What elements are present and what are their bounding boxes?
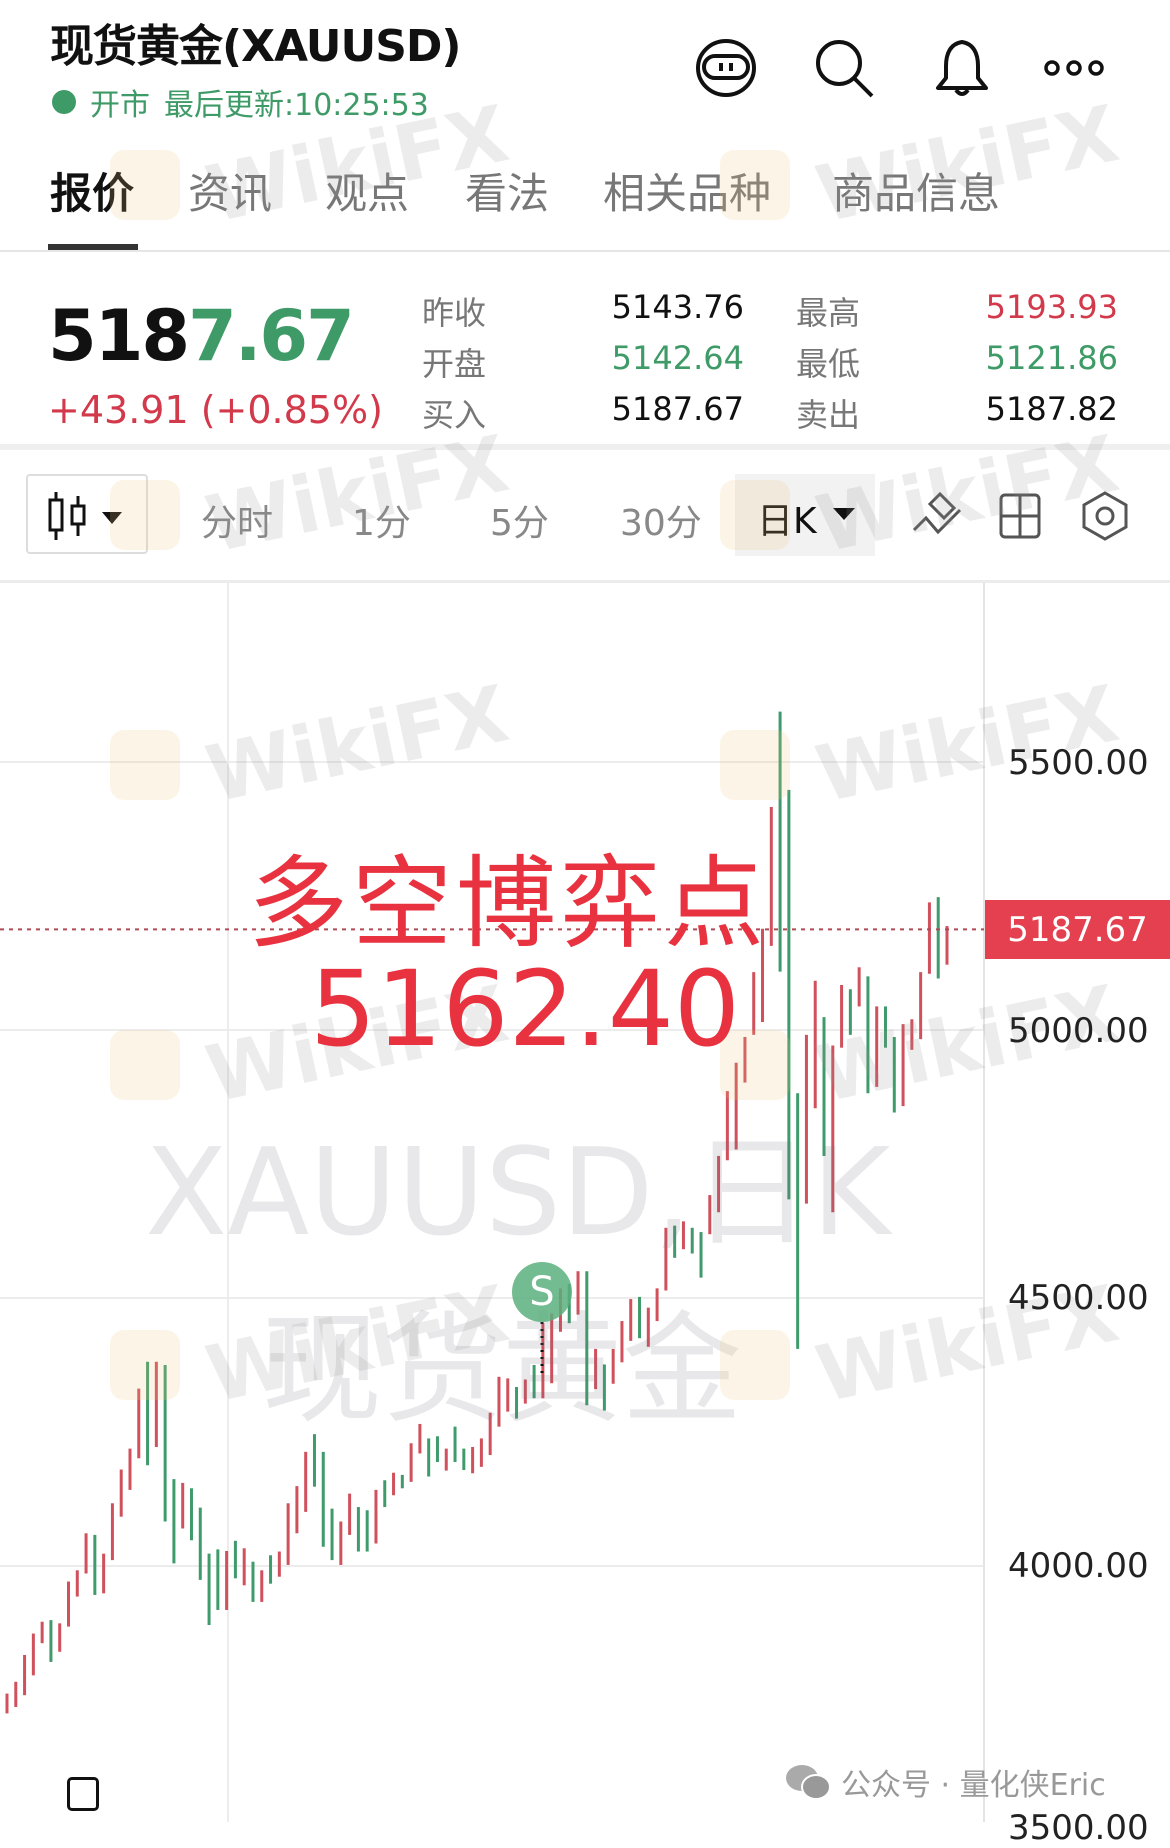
kline-canvas[interactable] (0, 583, 1170, 1822)
price-change: +43.91 (+0.85%) (48, 388, 383, 432)
stat-label: 卖出 (796, 396, 861, 434)
last-price: 5187.67 (48, 295, 355, 377)
bell-icon[interactable] (930, 36, 994, 100)
last-price-tail: 7.67 (188, 295, 355, 377)
stat-value: 5121.86 (985, 339, 1118, 377)
tab-news[interactable]: 资讯 (188, 169, 273, 218)
tab-product-info[interactable]: 商品信息 (832, 169, 1001, 218)
period-30min[interactable]: 30分 (620, 503, 702, 544)
stat-value: 5142.64 (611, 339, 744, 377)
candlestick-icon (48, 492, 122, 540)
chart-type-select[interactable] (26, 474, 148, 554)
robot-assistant-icon[interactable] (694, 36, 758, 100)
stat-value: 5187.82 (985, 390, 1118, 428)
last-update-text: 最后更新:10:25:53 (164, 88, 429, 123)
divider (0, 250, 1170, 252)
name-watermark: 现货黄金 (262, 1301, 742, 1440)
stat-value: 5187.67 (611, 390, 744, 428)
wikifx-logo-watermark (720, 150, 790, 220)
more-icon[interactable] (1042, 36, 1106, 100)
wechat-icon (786, 1765, 831, 1800)
tab-opinions[interactable]: 观点 (325, 169, 410, 218)
current-price-tag: 5187.67 (985, 900, 1170, 959)
y-axis-label: 5000.00 (1008, 1011, 1149, 1051)
period-daily-selected[interactable]: 日K (735, 474, 875, 556)
source-watermark-text: 公众号 · 量化侠Eric (841, 1768, 1106, 1803)
period-5min[interactable]: 5分 (490, 503, 549, 544)
period-intraday[interactable]: 分时 (201, 503, 274, 544)
y-axis-label: 3500.00 (1008, 1808, 1149, 1848)
stat-value: 5143.76 (611, 288, 744, 326)
draw-tool-icon[interactable] (910, 490, 964, 544)
instrument-title: 现货黄金(XAUUSD) (50, 21, 462, 72)
last-price-main: 518 (48, 295, 190, 377)
status-dot-icon (52, 90, 76, 114)
wikifx-logo-watermark (720, 1330, 790, 1400)
chevron-down-icon (102, 512, 122, 524)
stat-label: 开盘 (422, 345, 487, 383)
tab-quote[interactable]: 报价 (50, 169, 135, 218)
settings-hex-icon[interactable] (1080, 490, 1130, 542)
source-watermark: 公众号 · 量化侠Eric (785, 1760, 1106, 1804)
active-tab-indicator (48, 244, 138, 250)
wikifx-watermark: WikiFX (198, 419, 516, 571)
wikifx-logo-watermark (110, 1030, 180, 1100)
stat-label: 最高 (796, 294, 861, 332)
kline-chart[interactable] (0, 583, 1170, 1822)
chevron-down-icon (833, 508, 855, 520)
wikifx-logo-watermark (110, 480, 180, 550)
stat-label: 昨收 (422, 294, 487, 332)
wikifx-logo-watermark (720, 480, 790, 550)
signal-marker[interactable]: S (512, 1262, 572, 1322)
wikifx-logo-watermark (720, 730, 790, 800)
stat-value: 5193.93 (985, 288, 1118, 326)
divider (0, 580, 1170, 583)
y-axis-label: 4000.00 (1008, 1546, 1149, 1586)
period-daily-label: 日K (757, 501, 817, 542)
tab-views[interactable]: 看法 (465, 169, 550, 218)
wikifx-logo-watermark (720, 1030, 790, 1100)
annotation-title: 多空博弈点 (248, 845, 768, 962)
symbol-watermark: XAUUSD,日K (145, 1124, 891, 1263)
layout-grid-icon[interactable] (998, 492, 1042, 540)
wikifx-watermark: WikiFX (808, 419, 1126, 571)
search-icon[interactable] (812, 36, 876, 100)
period-1min[interactable]: 1分 (352, 503, 411, 544)
checkbox-icon[interactable] (67, 1777, 99, 1811)
y-axis-label: 5500.00 (1008, 743, 1149, 783)
market-status: 开市 最后更新:10:25:53 (52, 80, 429, 124)
wikifx-logo-watermark (110, 150, 180, 220)
annotation-value: 5162.40 (310, 948, 741, 1070)
stat-label: 最低 (796, 345, 861, 383)
wikifx-logo-watermark (110, 730, 180, 800)
market-status-text: 开市 (90, 88, 150, 123)
y-axis-label: 4500.00 (1008, 1278, 1149, 1318)
tab-related[interactable]: 相关品种 (603, 169, 772, 218)
wikifx-logo-watermark (110, 1330, 180, 1400)
stat-label: 买入 (422, 396, 487, 434)
section-divider (0, 444, 1170, 450)
